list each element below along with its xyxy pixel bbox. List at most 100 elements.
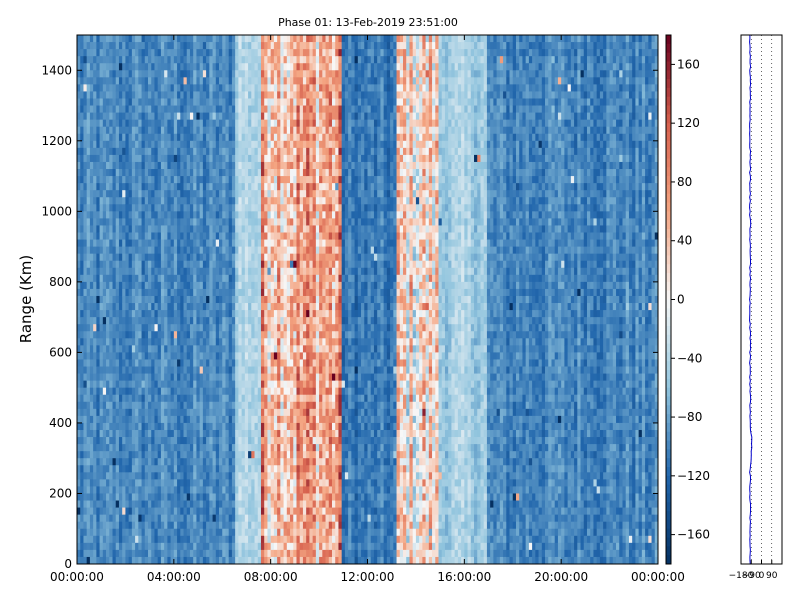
heatmap-cell — [135, 331, 139, 339]
heatmap-cell — [202, 126, 207, 135]
heatmap-cell — [102, 63, 107, 71]
heatmap-cell — [238, 514, 243, 523]
heatmap-cell — [183, 288, 188, 297]
heatmap-cell — [202, 260, 207, 269]
heatmap-cell — [157, 352, 162, 360]
heatmap-cell — [193, 98, 197, 106]
heatmap-cell — [138, 91, 142, 99]
heatmap-cell — [106, 444, 110, 452]
heatmap-cell — [286, 444, 291, 452]
heatmap-cell — [86, 387, 91, 396]
heatmap-cell — [131, 140, 136, 149]
heatmap-cell — [189, 387, 194, 396]
heatmap-cell — [280, 183, 284, 191]
heatmap-cell — [125, 493, 130, 501]
heatmap-cell — [109, 549, 113, 558]
heatmap-cell — [267, 133, 272, 142]
heatmap-cell — [157, 288, 162, 297]
heatmap-cell — [196, 49, 201, 57]
heatmap-cell — [86, 429, 91, 438]
heatmap-cell — [148, 345, 152, 353]
heatmap-cell — [128, 84, 133, 92]
heatmap-cell — [83, 521, 88, 530]
heatmap-cell — [267, 253, 272, 262]
heatmap-cell — [219, 500, 223, 508]
heatmap-cell — [189, 444, 194, 452]
heatmap-cell — [115, 394, 120, 403]
heatmap-cell — [202, 239, 207, 247]
heatmap-cell — [93, 77, 97, 85]
heatmap-cell — [89, 479, 94, 487]
heatmap-cell — [219, 70, 223, 78]
heatmap-cell — [212, 267, 217, 276]
heatmap-cell — [222, 352, 226, 360]
heatmap-cell — [228, 521, 233, 530]
heatmap-cell — [225, 387, 230, 396]
heatmap-cell — [170, 35, 175, 43]
heatmap-cell — [131, 359, 136, 367]
heatmap-cell — [212, 253, 217, 262]
heatmap-cell — [212, 408, 217, 417]
heatmap-cell — [206, 542, 210, 551]
heatmap-cell — [215, 373, 220, 382]
heatmap-cell — [260, 42, 265, 50]
heatmap-cell — [231, 140, 236, 149]
heatmap-cell — [225, 260, 230, 269]
heatmap-cell — [144, 394, 149, 403]
heatmap-cell — [148, 331, 152, 339]
heatmap-cell — [225, 84, 230, 92]
heatmap-cell — [154, 535, 159, 544]
heatmap-cell — [141, 84, 146, 92]
heatmap-cell — [186, 246, 191, 255]
heatmap-cell — [228, 422, 233, 431]
heatmap-cell — [267, 140, 272, 149]
heatmap-cell — [115, 521, 120, 530]
heatmap-cell — [228, 507, 233, 516]
heatmap-cell — [206, 176, 210, 184]
heatmap-cell — [202, 486, 207, 494]
heatmap-cell — [112, 218, 117, 226]
heatmap-cell — [238, 317, 243, 325]
heatmap-cell — [222, 126, 226, 135]
heatmap-cell — [254, 310, 259, 318]
heatmap-cell — [202, 35, 207, 43]
heatmap-cell — [273, 105, 278, 113]
heatmap-cell — [177, 225, 181, 233]
heatmap-cell — [254, 493, 259, 501]
heatmap-cell — [209, 528, 213, 537]
heatmap-cell — [180, 352, 184, 360]
heatmap-cell — [173, 105, 178, 113]
heatmap-cell — [186, 472, 191, 480]
heatmap-cell — [215, 303, 220, 311]
heatmap-cell — [112, 422, 117, 431]
heatmap-cell — [277, 465, 281, 473]
heatmap-cell — [209, 458, 213, 466]
heatmap-cell — [219, 415, 223, 424]
heatmap-cell — [170, 154, 175, 163]
heatmap-cell — [177, 451, 181, 459]
heatmap-cell — [196, 310, 201, 318]
heatmap-cell — [212, 317, 217, 325]
heatmap-cell — [235, 366, 239, 374]
heatmap-cell — [86, 91, 91, 99]
heatmap-cell — [241, 422, 246, 431]
heatmap-cell — [225, 126, 230, 135]
heatmap-cell — [96, 140, 100, 149]
heatmap-cell — [93, 169, 97, 177]
heatmap-cell — [96, 303, 100, 311]
heatmap-cell — [167, 542, 172, 551]
heatmap-cell — [235, 133, 239, 142]
heatmap-cell — [160, 239, 165, 247]
heatmap-cell — [189, 169, 194, 177]
heatmap-cell — [148, 556, 152, 565]
heatmap-cell — [154, 331, 159, 339]
heatmap-cell — [209, 126, 213, 135]
heatmap-cell — [80, 521, 84, 530]
heatmap-cell — [222, 514, 226, 523]
heatmap-cell — [109, 493, 113, 501]
heatmap-cell — [96, 126, 100, 135]
heatmap-cell — [151, 486, 155, 494]
heatmap-cell — [286, 190, 291, 198]
heatmap-cell — [251, 408, 255, 417]
heatmap-cell — [199, 119, 204, 128]
